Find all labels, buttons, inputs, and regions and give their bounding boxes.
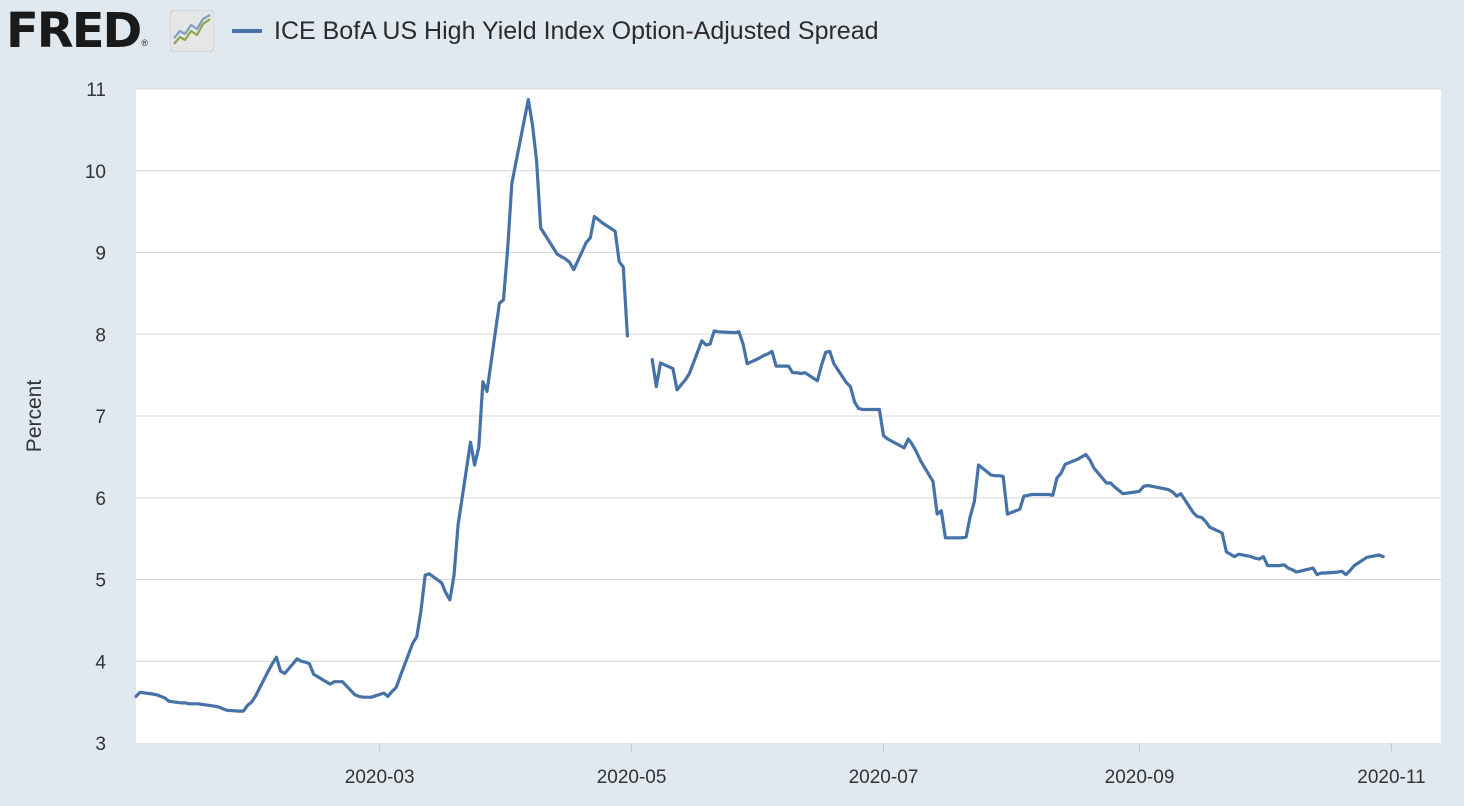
x-tick-label: 2020-11	[1357, 767, 1425, 788]
fred-logo-text: FRED	[6, 3, 142, 59]
y-tick-label: 10	[85, 162, 106, 183]
x-tick-label: 2020-03	[345, 767, 415, 788]
x-tick-label: 2020-09	[1105, 767, 1175, 788]
series-line[interactable]	[650, 329, 1385, 577]
x-tick-label: 2020-07	[849, 767, 919, 788]
grid-lines	[136, 88, 1441, 662]
y-tick-label: 8	[95, 325, 106, 346]
y-tick-label: 6	[95, 489, 106, 510]
trend-chart-icon	[170, 10, 214, 52]
y-tick-label: 9	[95, 244, 106, 265]
chart-header: FRED ® ICE BofA US High Yield Index Opti…	[0, 0, 1464, 70]
legend-series-label: ICE BofA US High Yield Index Option-Adju…	[274, 16, 879, 45]
y-axis-ticks: 3 4 5 6 7 8 9 10 11	[85, 80, 107, 755]
y-tick-label: 4	[95, 652, 106, 673]
x-tick-label: 2020-05	[597, 767, 667, 788]
fred-logo[interactable]: FRED ®	[6, 6, 148, 56]
legend-swatch	[232, 29, 262, 33]
y-tick-label: 7	[95, 407, 106, 428]
chart-legend[interactable]: ICE BofA US High Yield Index Option-Adju…	[232, 14, 879, 48]
y-tick-label: 5	[95, 571, 106, 592]
y-axis-title: Percent	[23, 380, 46, 453]
series-line[interactable]	[134, 97, 630, 713]
y-tick-label: 11	[86, 80, 106, 101]
series-layer	[134, 97, 1385, 713]
y-tick-label: 3	[95, 734, 106, 755]
registered-mark: ®	[141, 38, 149, 48]
x-axis-ticks: 2020-03 2020-05 2020-07 2020-09 2020-11	[345, 743, 1426, 788]
